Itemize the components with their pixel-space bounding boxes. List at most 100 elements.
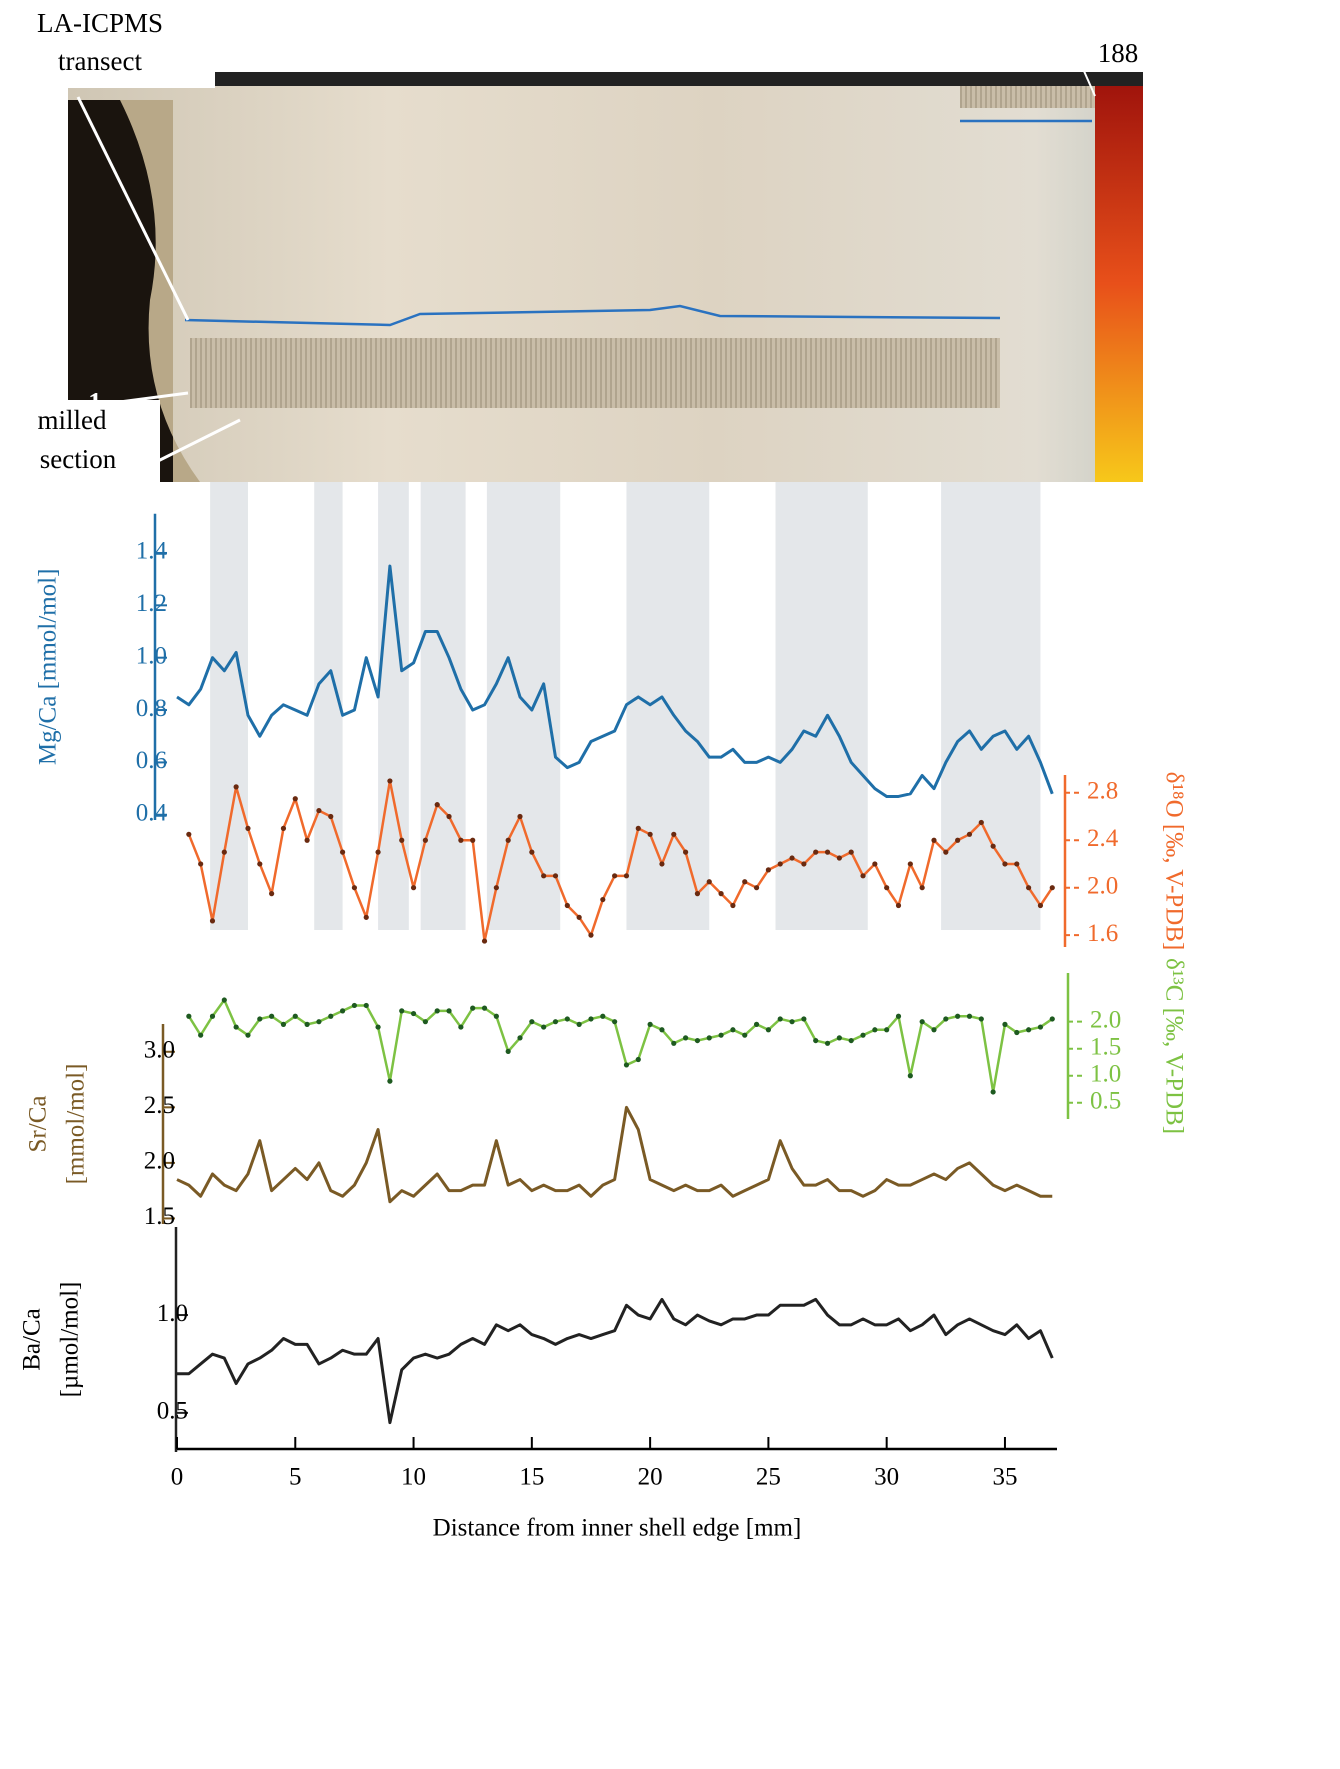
data-point [789,1019,795,1025]
y-tick-label: 0.6 [136,747,167,774]
data-point [706,1035,712,1041]
data-point [588,932,594,938]
data-point [1049,1016,1055,1022]
data-point [647,1021,653,1027]
data-point [872,861,878,867]
data-point [410,885,417,891]
transect-label: LA-ICPMS [37,8,163,38]
shaded-band [210,482,248,930]
data-point [777,861,783,867]
data-point [718,891,724,897]
data-point [765,867,771,873]
shaded-band [941,482,1041,930]
data-point [966,831,973,837]
data-point [564,1016,570,1022]
data-line [187,998,1053,1094]
data-point [198,1032,204,1038]
data-point [623,873,630,879]
y-axis-label: Sr/Ca [25,1096,52,1153]
data-point [943,1016,949,1022]
data-point [612,1019,618,1025]
data-point [233,784,239,790]
data-point [375,849,381,855]
data-point [434,1008,440,1014]
data-point [683,849,689,855]
y-tick-label: 2.5 [144,1092,175,1119]
data-point [1026,885,1032,891]
y-tick-label: 1.6 [1087,920,1118,947]
data-point [328,1013,334,1019]
data-point [824,1040,831,1046]
data-point [955,837,961,843]
data-point [292,1013,298,1019]
data-point [233,1024,239,1030]
data-point [1002,861,1008,867]
data-point [884,1027,890,1033]
data-point [671,831,677,837]
data-point [931,837,937,843]
data-point [931,1027,937,1033]
data-line [187,779,1054,943]
y-tick-label: 2.0 [1087,872,1118,899]
x-tick-label: 0 [171,1464,184,1491]
data-point [470,837,476,843]
data-point [280,825,287,831]
data-point [647,831,653,837]
data-point [493,1013,499,1019]
y-tick-label: 0.8 [136,695,167,722]
data-point [351,885,358,891]
data-point [316,807,322,814]
data-point [576,1021,582,1027]
data-point [919,885,925,891]
data-point [718,1032,724,1038]
data-point [730,1027,736,1033]
milled-label: milled [38,405,107,435]
data-point [1049,885,1055,891]
data-point [907,861,913,867]
y-tick-label: 1.0 [136,642,167,669]
data-point [588,1016,594,1022]
data-point [434,802,440,808]
data-point [209,1013,216,1019]
y-tick-label: 0.4 [136,799,168,826]
data-point [221,997,227,1003]
data-point [446,1008,452,1014]
y-tick-label: 0.5 [157,1398,188,1425]
x-tick-label: 25 [756,1464,781,1491]
data-point [801,861,807,867]
y-axis-label: [µmol/mol] [57,1282,84,1398]
data-point [541,1024,547,1030]
data-point [387,1078,393,1084]
y-tick-label: 2.8 [1087,778,1118,805]
y-tick-label: 1.5 [144,1203,175,1230]
y-axis-label: [mmol/mol] [63,1064,90,1185]
data-point [635,825,641,831]
data-point [1037,1024,1044,1030]
data-line [176,564,1054,798]
data-point [245,1032,251,1038]
data-point [245,825,251,831]
data-point [541,873,547,879]
data-point [694,1037,701,1044]
data-point [257,861,263,867]
data-point [860,873,866,879]
data-point [955,1013,961,1019]
x-tick-label: 30 [874,1464,899,1491]
data-point [280,1021,287,1027]
x-tick-label: 10 [401,1464,426,1491]
shaded-band [378,482,409,930]
data-point [801,1016,807,1022]
data-point [659,1027,665,1033]
data-point [600,896,606,903]
data-point [328,813,334,820]
shell-photo [0,0,1143,482]
data-point [410,1010,417,1017]
data-point [612,873,618,879]
data-point [422,837,428,843]
data-point [990,843,996,849]
x-tick-label: 15 [519,1464,544,1491]
data-point [1014,1029,1020,1036]
data-point [269,891,275,897]
data-point [304,837,310,843]
shaded-band [486,482,561,930]
